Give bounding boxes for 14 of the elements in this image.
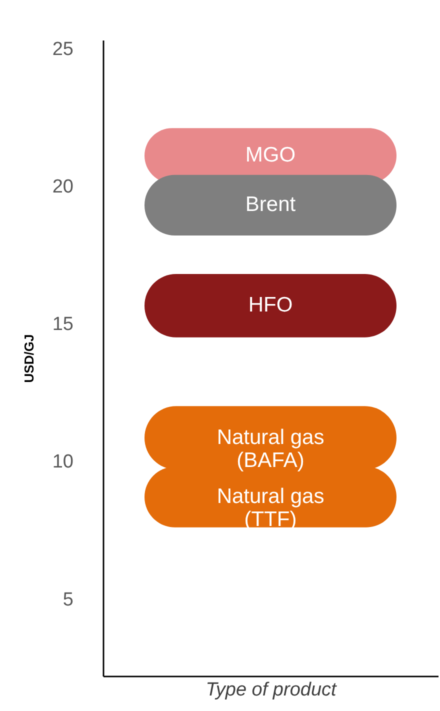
y-tick-label: 20	[52, 176, 74, 198]
y-tick-label: 10	[52, 452, 74, 473]
series-label: Brent	[245, 193, 296, 216]
series-label: Natural gas (TTF)	[216, 485, 324, 532]
y-axis-title: USD/GJ	[21, 334, 36, 383]
y-tick-label: 25	[52, 38, 74, 60]
y-tick-label: 15	[52, 314, 74, 336]
series-label: Natural gas (BAFA)	[216, 426, 324, 472]
x-axis-title: Type of product	[206, 680, 338, 700]
bar	[144, 174, 396, 236]
series-label: HFO	[248, 294, 293, 317]
series-label: MGO	[245, 144, 296, 167]
y-tick-label: 5	[62, 589, 74, 610]
bar	[144, 274, 396, 338]
